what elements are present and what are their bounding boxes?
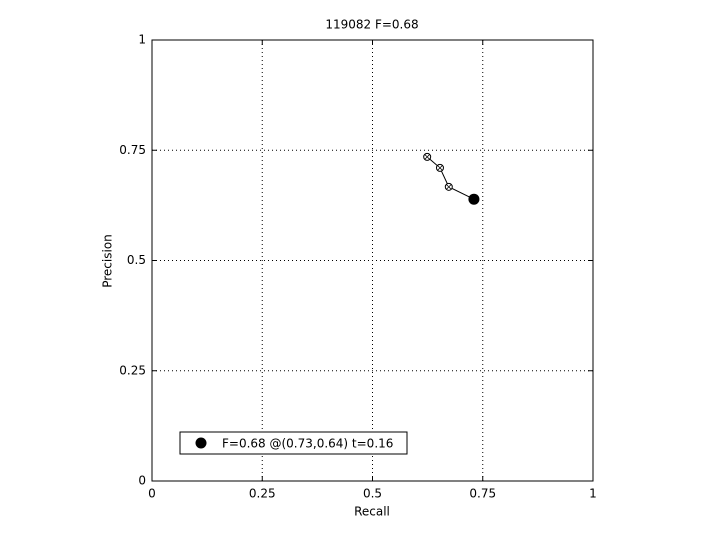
y-axis-label: Precision bbox=[101, 234, 115, 288]
x-tick-label: 0 bbox=[148, 487, 156, 501]
x-tick-label: 0.5 bbox=[363, 487, 382, 501]
point-marker bbox=[444, 182, 453, 191]
axes-box bbox=[151, 39, 594, 482]
legend-swatch bbox=[195, 437, 207, 449]
y-tick-label: 1 bbox=[138, 33, 146, 47]
marker-part bbox=[446, 184, 452, 190]
y-tick-label: 0.75 bbox=[119, 143, 146, 157]
legend-box bbox=[179, 431, 408, 455]
x-tick-label: 0.25 bbox=[249, 487, 276, 501]
best-point bbox=[468, 193, 480, 205]
y-tick-label: 0 bbox=[138, 474, 146, 488]
point-marker bbox=[435, 163, 444, 172]
x-tick-label: 0.75 bbox=[469, 487, 496, 501]
series-line bbox=[426, 156, 475, 200]
marker-part bbox=[424, 154, 430, 160]
marker-part bbox=[437, 165, 443, 171]
y-tick-label: 0.25 bbox=[119, 363, 146, 377]
point-marker bbox=[423, 152, 432, 161]
chart-title: 119082 F=0.68 bbox=[325, 18, 418, 32]
x-axis-label: Recall bbox=[354, 505, 390, 519]
y-tick-label: 0.5 bbox=[127, 253, 146, 267]
legend-label: F=0.68 @(0.73,0.64) t=0.16 bbox=[222, 437, 393, 451]
x-tick-label: 1 bbox=[589, 487, 597, 501]
